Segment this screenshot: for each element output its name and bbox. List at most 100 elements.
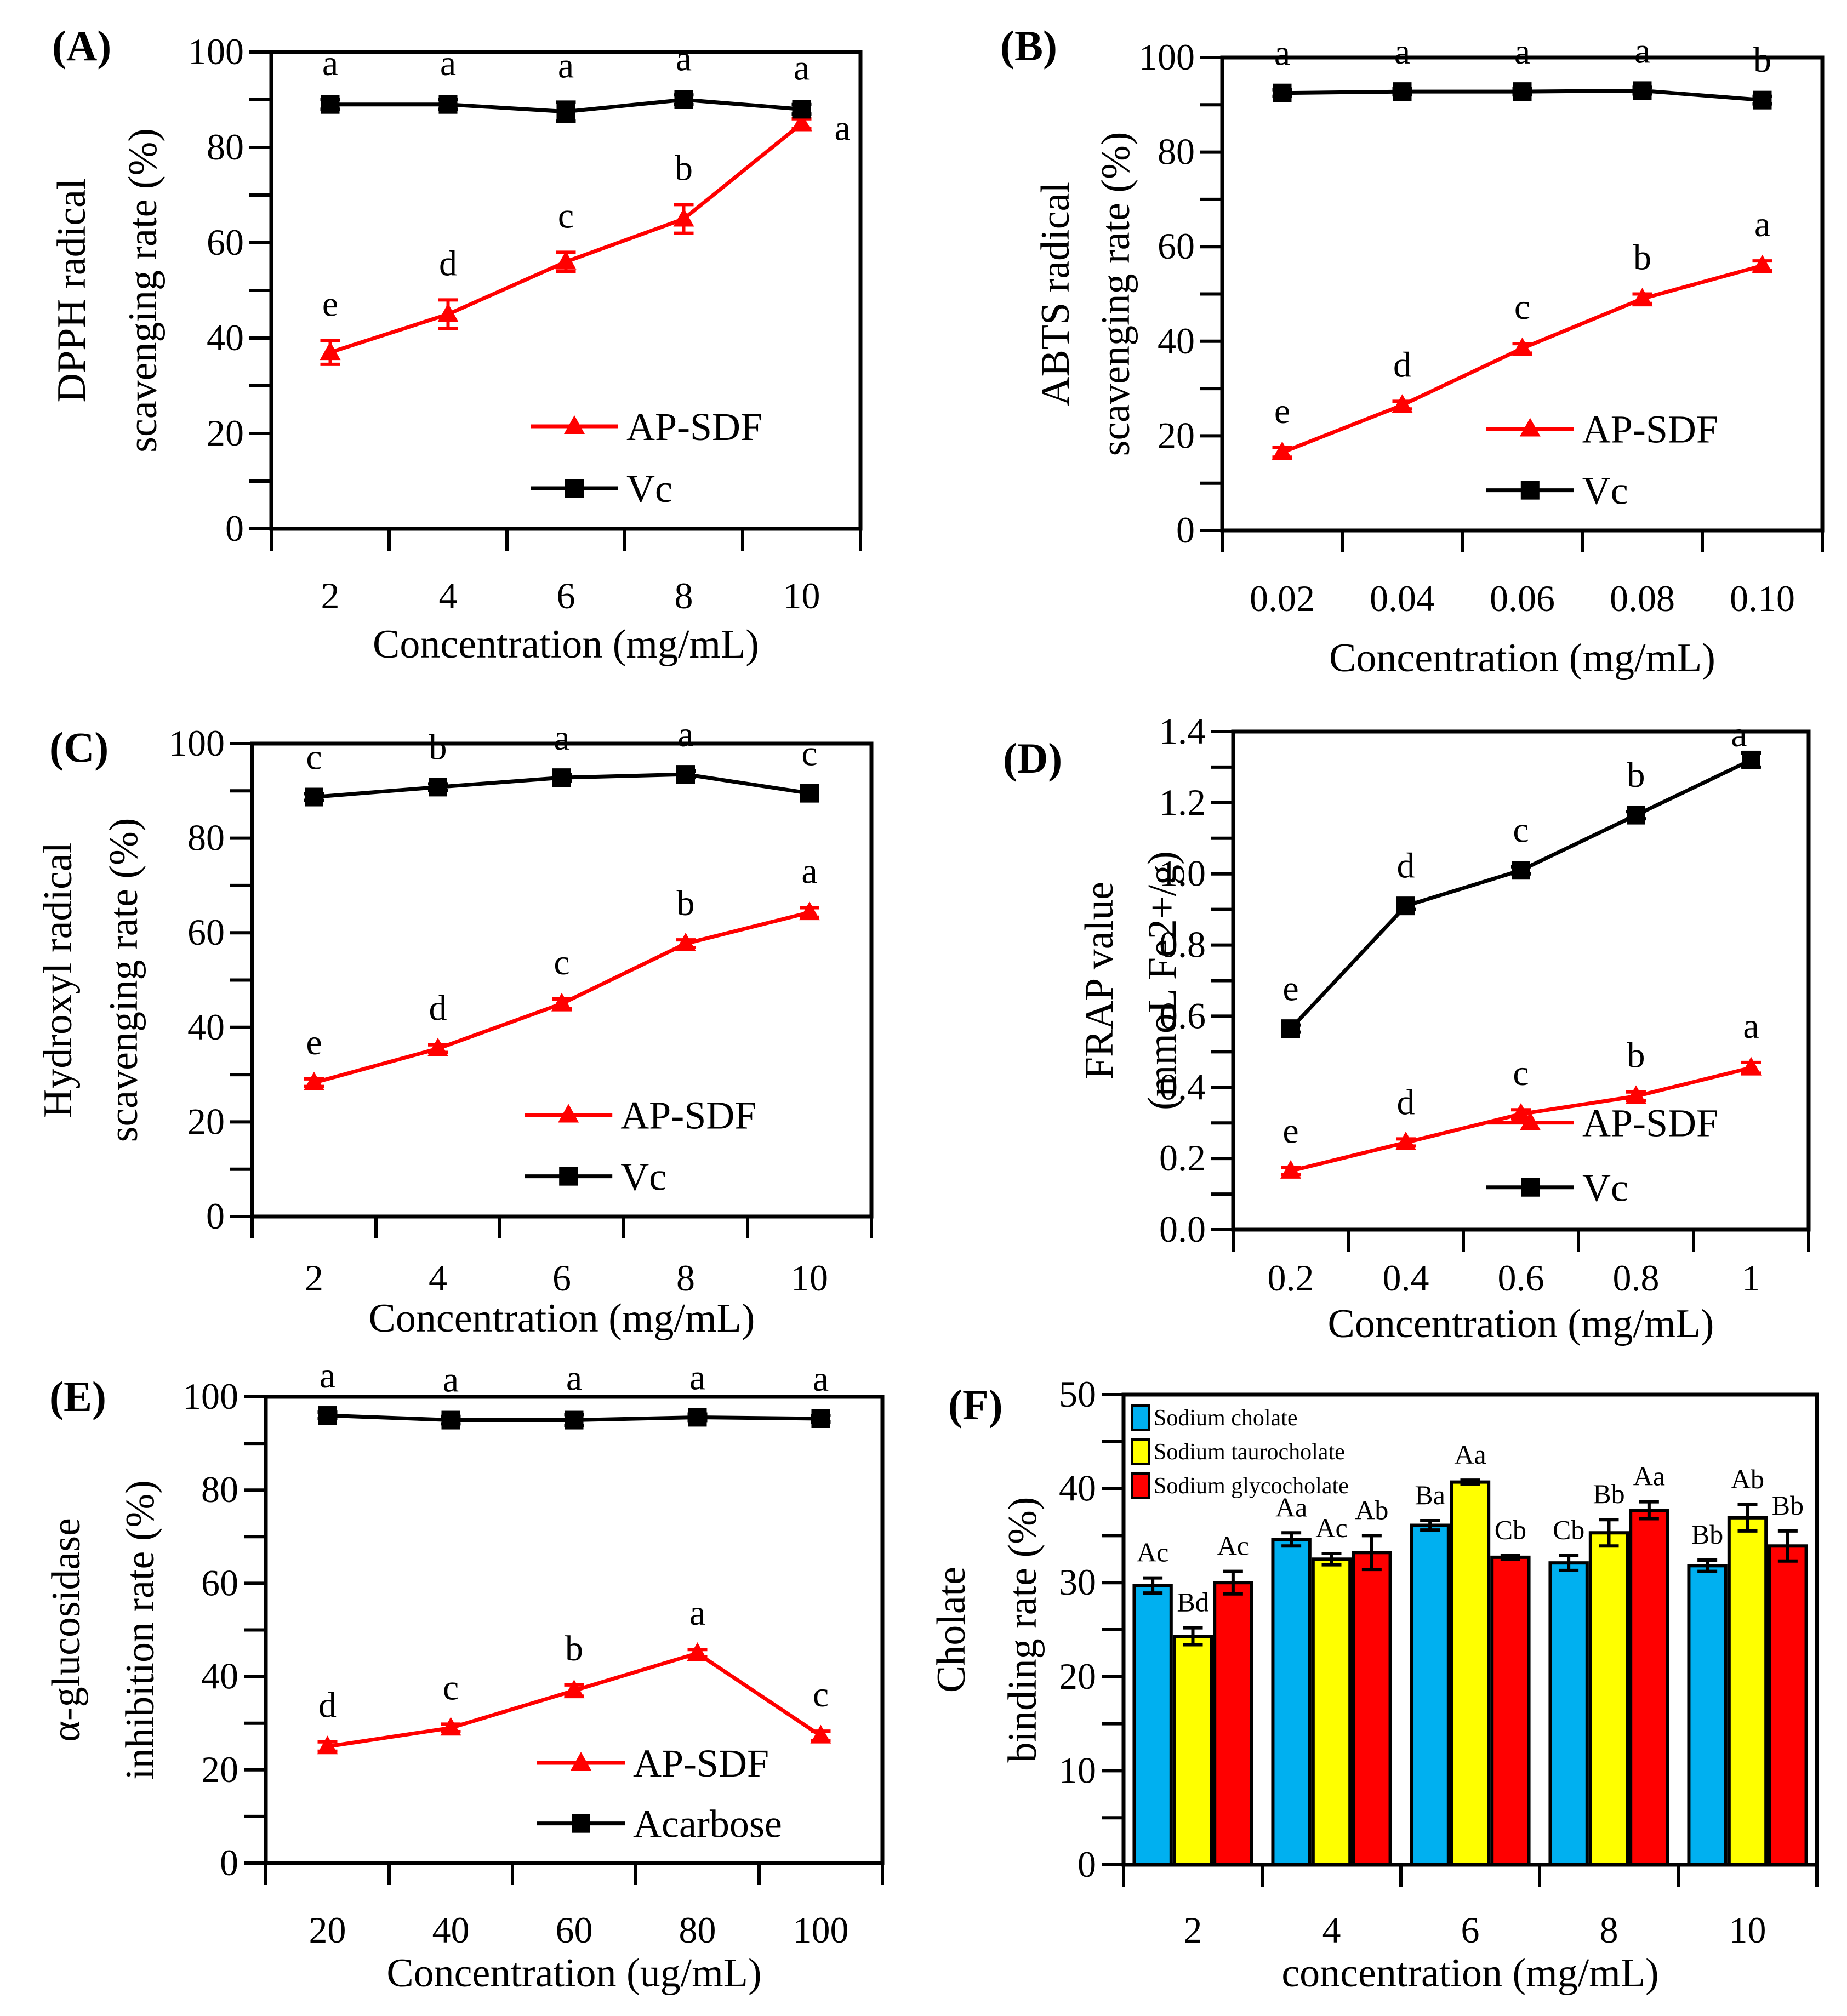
legend-triangle-marker [558,1104,579,1123]
series-vc: e d c b a [1281,715,1761,1038]
x-tick-label: 6 [552,1257,571,1299]
legend-item: AP-SDF [1486,407,1718,451]
significance-letter: a [1394,32,1410,72]
data-point-triangle [675,933,696,952]
significance-letter: b [565,1629,583,1669]
legend-item: AP-SDF [537,1741,769,1785]
bar [1687,1564,1728,1866]
x-tick-label: 8 [675,575,693,616]
legend-label: Vc [620,1155,666,1199]
y-axis-title: scavenging rate (%) [121,128,166,453]
significance-letter: a [794,48,810,88]
data-point-square [1396,896,1415,916]
significance-letter: Aa [1275,1492,1307,1522]
x-tick-label: 4 [429,1257,447,1299]
significance-letter: Aa [1633,1461,1665,1492]
legend-label: AP-SDF [620,1093,756,1137]
plot-area-frame [269,50,863,531]
x-tick-label: 40 [432,1909,470,1951]
significance-letter: c [1514,287,1530,327]
data-point-square [800,784,819,803]
x-tick-label: 0.6 [1498,1257,1544,1299]
series-ap-sdf: e d c b a [304,851,820,1090]
bar [1213,1581,1253,1866]
significance-letter: a [813,1359,829,1399]
y-tick-label: 0 [1078,1843,1096,1885]
chart-panel-c: (C) 0 20 40 60 80 100 2 4 6 8 10 Concentration (mg/m… [36,715,874,1341]
y-tick-label: 100 [183,1375,238,1417]
legend-item: AP-SDF [1486,1101,1718,1145]
data-point-square [792,100,811,119]
x-tick-label: 6 [1461,1909,1480,1951]
chart-panel-b: (B) 0 20 40 60 80 100 0.02 0.04 0.06 0.08 0.10 Conce… [1000,22,1825,681]
data-point-square [674,90,693,109]
significance-letter: a [320,1356,335,1396]
legend-label: AP-SDF [1582,407,1718,451]
y-tick-label: 100 [1139,36,1195,78]
data-point-square [1513,82,1532,101]
x-tick-label: 4 [1322,1909,1341,1951]
significance-letter: b [1627,1036,1645,1076]
legend-item: Vc [525,1155,666,1199]
x-axis-title: Concentration (ug/mL) [386,1951,761,1996]
significance-letter: a [554,718,569,758]
y-tick-label: 0 [225,507,244,549]
data-point-triangle [563,1680,585,1699]
y-tick-label: 10 [1059,1749,1096,1791]
y-tick-label: 80 [187,817,225,859]
data-point-triangle [1510,1103,1531,1122]
data-point-square [1633,81,1652,100]
panel-label: (A) [52,22,111,70]
legend-item: Vc [531,467,672,511]
y-tick-label: 1.4 [1159,710,1206,752]
data-point-square [318,1406,337,1425]
data-point-square [552,768,571,787]
legend-triangle-marker [564,415,585,434]
significance-letter: a [566,1358,582,1398]
chart-panel-a: (A) 0 20 40 60 80 100 2 4 6 8 10 Concentration (mg/m… [49,22,863,667]
data-point-triangle [1395,1131,1416,1150]
x-tick-label: 100 [793,1909,849,1951]
y-tick-label: 30 [1059,1561,1096,1603]
data-point-square [1393,82,1412,101]
y-tick-label: 0 [220,1842,238,1883]
y-tick-label: 20 [1158,414,1195,456]
panel-label: (D) [1003,734,1062,782]
data-point-triangle [304,1071,324,1090]
significance-letter: Aa [1454,1439,1486,1470]
significance-letter: d [318,1686,337,1726]
x-axis-title: Concentration (mg/mL) [1328,1301,1714,1346]
series-ap-sdf: e d c b a [320,108,851,366]
data-point-triangle [1272,441,1293,460]
x-tick-label: 8 [676,1257,695,1299]
x-tick-label: 10 [783,575,820,616]
y-tick-label: 1.2 [1159,781,1206,823]
data-point-triangle [317,1735,338,1755]
significance-letter: e [1274,391,1290,431]
significance-letter: d [1393,345,1411,385]
y-tick-label: 40 [1158,320,1195,362]
y-tick-label: 100 [188,31,244,72]
x-tick-label: 10 [791,1257,828,1299]
significance-letter: d [1397,846,1415,886]
significance-letter: a [558,45,574,85]
data-point-triangle [1752,254,1773,273]
significance-letter: Bd [1177,1587,1208,1618]
significance-letter: a [1731,715,1747,755]
significance-letter: a [689,1357,705,1397]
data-point-square [811,1409,830,1428]
significance-letter: e [1282,1111,1298,1151]
panel-label: (B) [1000,22,1057,70]
chart-panel-f: (F) 0 10 20 30 40 50 2 4 6 8 10 concentration (mg/mL… [929,1373,1819,1996]
series-ap-sdf: e d c b a [1272,204,1773,460]
data-point-triangle [1626,1085,1646,1104]
x-tick-label: 0.08 [1610,578,1675,619]
x-tick-label: 0.06 [1490,578,1555,619]
y-tick-label: 20 [201,1749,238,1790]
x-tick-label: 2 [1184,1909,1202,1951]
bar [1768,1544,1808,1866]
data-point-square [1627,806,1645,825]
y-axis-title: inhibition rate (%) [118,1480,163,1780]
